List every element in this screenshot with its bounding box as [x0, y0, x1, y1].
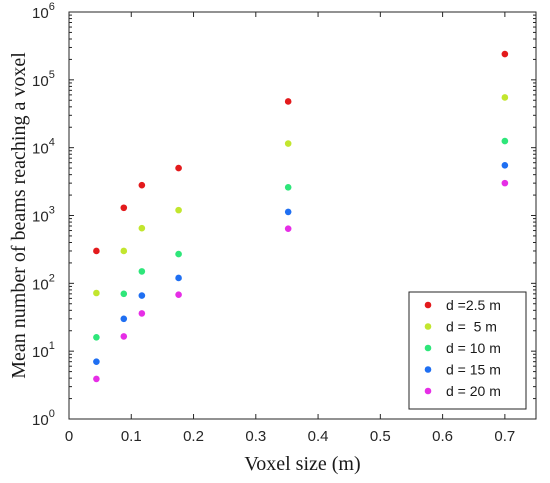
- data-point-series-1: [120, 204, 128, 212]
- x-tick-label: 0.3: [245, 428, 266, 445]
- data-point-series-4: [175, 274, 182, 282]
- tick-labels: 0 0.1 0.2 0.3 0.4 0.5 0.6 0.7 100 101 102 103 104 105…: [32, 1, 515, 445]
- y-tick-label: 105: [32, 69, 55, 90]
- data-point-series-1: [284, 98, 292, 105]
- legend: d =2.5 m d = 5 m d = 10 m d = 15 m d = 20 m: [408, 291, 527, 410]
- data-point-series-5: [120, 333, 128, 340]
- y-tick-label: 106: [32, 1, 55, 22]
- data-point-series-1: [175, 164, 182, 172]
- legend-entry-label: d =2.5 m: [446, 297, 501, 313]
- data-point-series-3: [93, 334, 100, 341]
- x-axis-label: Voxel size (m): [244, 453, 360, 475]
- data-point-series-2: [284, 140, 292, 147]
- data-point-series-4: [93, 358, 100, 365]
- data-point-series-4: [120, 315, 128, 323]
- legend-marker: [424, 366, 432, 373]
- data-point-series-3: [138, 268, 146, 275]
- data-point-series-4: [138, 292, 146, 299]
- data-point-series-5: [501, 179, 509, 187]
- data-point-series-2: [93, 289, 100, 297]
- data-point-series-1: [138, 181, 146, 189]
- data-point-series-3: [284, 184, 292, 191]
- data-point-series-2: [138, 224, 146, 232]
- data-point-series-1: [501, 50, 509, 58]
- y-tick-label: 100: [32, 408, 55, 429]
- data-point-series-1: [93, 247, 100, 255]
- x-tick-label: 0.1: [121, 428, 142, 445]
- x-tick-label: 0.2: [183, 428, 204, 445]
- data-point-series-2: [120, 247, 128, 255]
- data-point-series-2: [175, 206, 182, 214]
- legend-marker: [424, 387, 432, 395]
- data-point-series-5: [138, 310, 146, 317]
- data-point-series-4: [284, 208, 292, 216]
- y-axis-label: Mean number of beams reaching a voxel: [8, 52, 30, 379]
- data-point-series-4: [501, 161, 509, 169]
- plot-frame: [68, 11, 537, 420]
- x-tick-label: 0.7: [494, 428, 515, 445]
- legend-entry-label: d = 20 m: [446, 383, 501, 399]
- data-point-series-3: [120, 290, 128, 298]
- data-point-series-2: [501, 94, 509, 101]
- y-tick-label: 101: [32, 340, 55, 361]
- legend-marker: [424, 344, 432, 352]
- data-point-series-5: [93, 375, 100, 383]
- legend-marker: [424, 301, 432, 309]
- x-tick-label: 0.4: [308, 428, 329, 445]
- data-point-series-5: [284, 225, 292, 232]
- y-tick-label: 104: [32, 137, 55, 158]
- data-point-series-3: [501, 137, 509, 145]
- x-tick-label: 0.5: [370, 428, 391, 445]
- y-tick-label: 103: [32, 205, 55, 226]
- legend-marker: [424, 323, 432, 330]
- y-tick-label: 102: [32, 272, 55, 293]
- x-tick-label: 0.6: [432, 428, 453, 445]
- x-tick-label: 0: [65, 428, 73, 445]
- legend-entry-label: d = 15 m: [446, 362, 501, 378]
- data-point-series-3: [175, 250, 182, 258]
- legend-entry-label: d = 5 m: [446, 319, 497, 335]
- data-point-series-5: [175, 291, 182, 298]
- data-points: [93, 50, 509, 383]
- legend-entry-label: d = 10 m: [446, 340, 501, 356]
